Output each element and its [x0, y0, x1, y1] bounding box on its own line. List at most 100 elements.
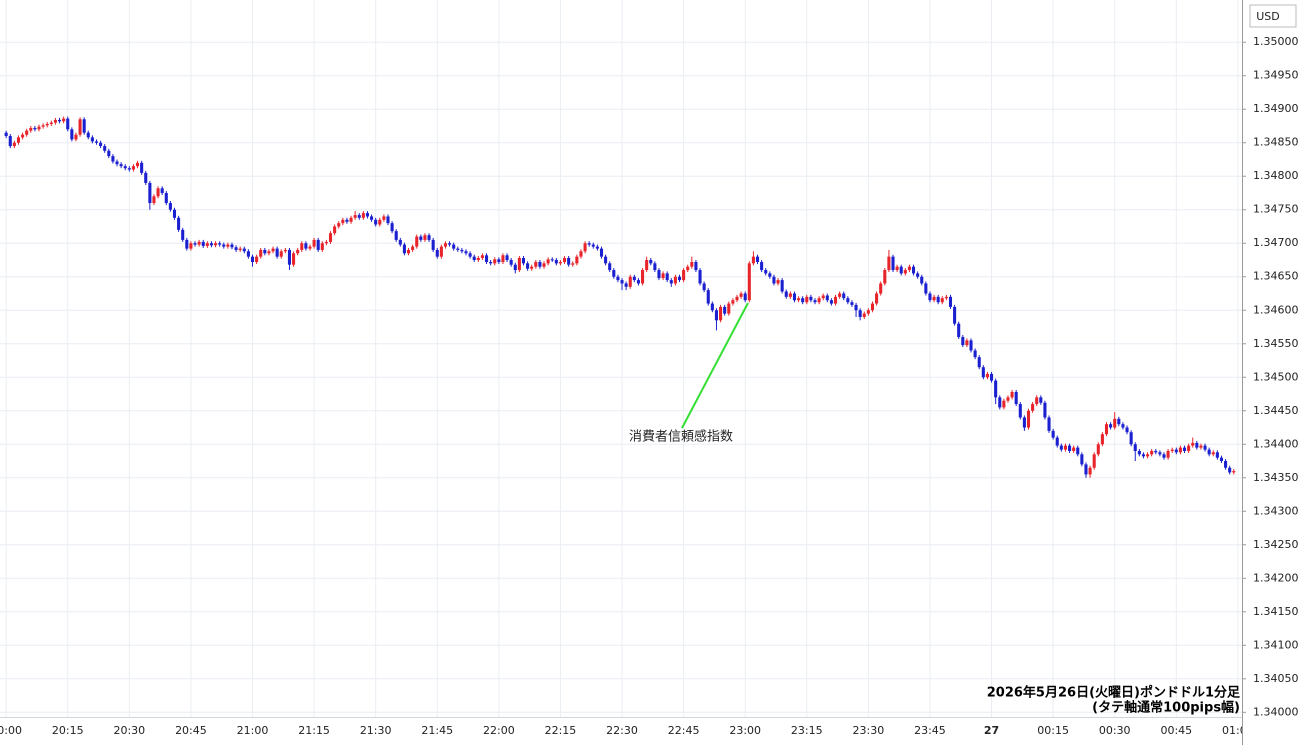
candle-body: [1211, 452, 1215, 455]
candle-body: [1002, 400, 1006, 408]
candle-body: [1178, 447, 1182, 453]
candle-body: [45, 123, 49, 126]
candle-body: [534, 262, 538, 267]
candles: [4, 116, 1236, 478]
candle-body: [448, 243, 452, 245]
candle-body: [1228, 467, 1232, 473]
candle-body: [948, 296, 953, 307]
candle-body: [246, 251, 250, 257]
candle-body: [579, 251, 583, 257]
candle-body: [1121, 424, 1125, 428]
candle-body: [230, 244, 234, 248]
x-tick-label: 20:30: [113, 724, 145, 737]
candle-body: [370, 216, 374, 220]
caption: 2026年5月26日(火曜日)ポンドドル1分足: [987, 685, 1241, 701]
candle-body: [977, 357, 981, 368]
y-tick-label: 1.34800: [1253, 169, 1299, 182]
candle-body: [312, 239, 316, 247]
candle-body: [1170, 449, 1174, 451]
candle-body: [985, 373, 989, 378]
y-tick-label: 1.34950: [1253, 69, 1299, 82]
candle-body: [583, 243, 587, 252]
y-tick-label: 1.35000: [1253, 35, 1299, 48]
candle-body: [1182, 447, 1187, 451]
y-tick-label: 1.34500: [1253, 370, 1299, 383]
candle-body: [353, 215, 357, 218]
candle-body: [903, 270, 907, 274]
candle-body: [846, 298, 850, 303]
candle-body: [1174, 449, 1178, 453]
candle-body: [255, 256, 259, 263]
candle-body: [944, 296, 948, 299]
grid: [0, 0, 1242, 717]
candle-body: [386, 216, 390, 224]
candle-body: [493, 259, 497, 264]
candle-body: [197, 241, 201, 245]
candle-body: [719, 306, 723, 321]
candle-body: [41, 125, 45, 127]
candle-body: [37, 126, 41, 130]
candle-body: [702, 283, 706, 291]
candle-body: [1187, 445, 1191, 451]
candle-body: [406, 249, 411, 254]
candle-body: [731, 300, 735, 304]
candle-body: [193, 243, 197, 245]
candle-body: [653, 263, 657, 271]
candle-body: [957, 323, 961, 338]
candle-body: [1018, 404, 1022, 418]
candle-body: [883, 270, 887, 284]
candle-body: [214, 243, 218, 246]
x-tick-label: 20:00: [0, 724, 22, 737]
candle-body: [283, 249, 287, 252]
candle-body: [1232, 471, 1236, 473]
candle-body: [378, 219, 382, 225]
candle-body: [1215, 452, 1219, 458]
candle-body: [1022, 417, 1026, 428]
candle-body: [1047, 417, 1051, 431]
candle-body: [509, 259, 513, 265]
candle-body: [144, 172, 148, 183]
candle-body: [62, 118, 66, 122]
candle-body: [259, 249, 263, 257]
x-tick-label: 23:00: [729, 724, 761, 737]
candle-body: [345, 219, 349, 222]
candle-body: [205, 243, 209, 246]
candle-body: [833, 296, 838, 304]
candle-body: [452, 244, 456, 249]
candle-body: [953, 306, 957, 324]
candle-body: [961, 337, 965, 346]
candle-body: [546, 259, 550, 264]
y-tick-label: 1.34600: [1253, 303, 1299, 316]
y-tick-label: 1.34200: [1253, 571, 1299, 584]
candle-body: [185, 239, 189, 249]
candle-body: [645, 259, 649, 271]
candle-body: [267, 251, 271, 254]
candle-body: [456, 248, 460, 250]
candle-body: [357, 215, 361, 218]
candle-body: [431, 239, 435, 250]
candle-body: [484, 255, 489, 263]
candle-body: [57, 119, 62, 122]
y-tick-label: 1.34350: [1253, 471, 1299, 484]
candle-body: [1031, 404, 1035, 411]
candle-body: [131, 166, 135, 170]
candle-body: [472, 256, 476, 260]
candle-body: [411, 246, 415, 250]
x-tick-label: 22:15: [545, 724, 577, 737]
candle-body: [1072, 447, 1076, 451]
candle-body: [1137, 450, 1141, 455]
candle-body: [111, 156, 115, 162]
candle-body: [333, 226, 337, 234]
y-tick-label: 1.34150: [1253, 605, 1299, 618]
x-tick-label: 20:15: [52, 724, 84, 737]
candle-body: [238, 248, 242, 250]
candle-body: [788, 293, 792, 297]
candle-body: [66, 118, 70, 130]
y-axis: 1.34000 1.34050 1.34100 1.34150 1.34200 1.342…: [1242, 35, 1299, 718]
candle-body: [1092, 454, 1096, 468]
candle-body: [119, 164, 123, 167]
candle-body: [1146, 454, 1150, 457]
candle-body: [460, 249, 464, 252]
candle-body: [1100, 434, 1104, 445]
